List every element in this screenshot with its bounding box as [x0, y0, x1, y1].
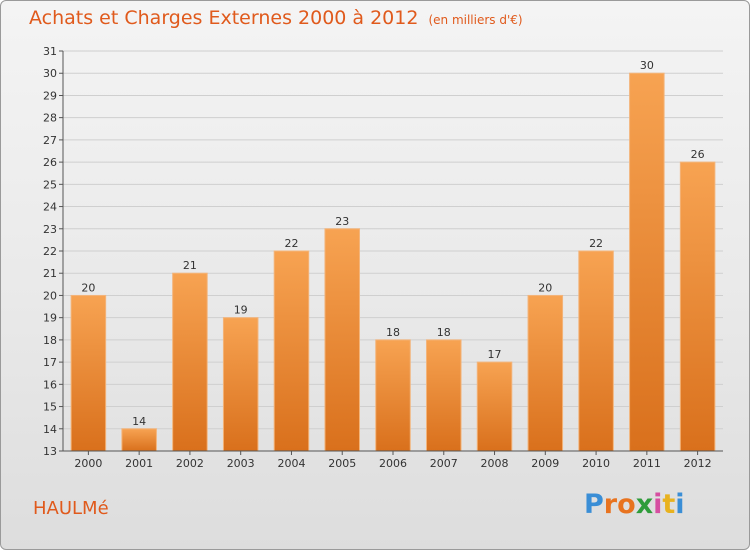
logo-letter: P: [584, 489, 604, 520]
y-tick-label: 27: [43, 134, 57, 147]
logo-letter: i: [653, 489, 663, 520]
x-tick-label: 2002: [176, 457, 204, 470]
logo-letter: o: [617, 489, 636, 520]
y-tick-label: 30: [43, 67, 57, 80]
logo-letter: t: [662, 489, 676, 520]
bar-2009: [527, 294, 564, 452]
x-tick-label: 2010: [582, 457, 610, 470]
bar-2010: [578, 250, 614, 452]
bar-value-label: 22: [589, 237, 603, 250]
bar-2004: [273, 250, 310, 452]
chart-unit: (en milliers d'€): [428, 13, 523, 27]
x-tick-label: 2012: [684, 457, 712, 470]
y-tick-label: 22: [43, 245, 57, 258]
y-tick-label: 29: [43, 89, 57, 102]
bar-value-label: 22: [284, 237, 298, 250]
logo-letter: x: [635, 489, 654, 520]
logo-letter: r: [603, 489, 618, 520]
proxiti-logo: Proxiti: [584, 489, 685, 520]
y-tick-label: 21: [43, 267, 57, 280]
y-tick-label: 25: [43, 178, 57, 191]
x-tick-label: 2005: [328, 457, 356, 470]
bar-2003: [222, 317, 259, 452]
bar-value-label: 30: [640, 59, 654, 72]
x-tick-label: 2000: [74, 457, 102, 470]
bar-2006: [375, 339, 411, 452]
bar-value-label: 20: [81, 281, 95, 294]
x-tick-label: 2008: [481, 457, 509, 470]
y-tick-label: 17: [43, 356, 57, 369]
bar-value-label: 14: [132, 415, 146, 428]
y-tick-label: 13: [43, 445, 57, 458]
bar-2000: [70, 294, 107, 452]
bar-2008: [476, 361, 513, 452]
x-tick-label: 2003: [227, 457, 255, 470]
bar-value-label: 21: [183, 259, 197, 272]
y-tick-label: 18: [43, 334, 57, 347]
y-tick-label: 20: [43, 289, 57, 302]
y-tick-label: 16: [43, 378, 57, 391]
bar-2005: [324, 228, 360, 452]
bar-value-label: 17: [488, 348, 502, 361]
bar-value-label: 18: [437, 326, 451, 339]
x-tick-label: 2011: [633, 457, 661, 470]
bar-2011: [629, 72, 665, 452]
y-tick-label: 28: [43, 112, 57, 125]
y-tick-label: 26: [43, 156, 57, 169]
x-tick-label: 2009: [531, 457, 559, 470]
bar-value-label: 18: [386, 326, 400, 339]
bar-value-label: 19: [234, 304, 248, 317]
bar-2007: [426, 339, 462, 452]
bar-value-label: 23: [335, 215, 349, 228]
bar-2012: [679, 161, 716, 452]
x-tick-label: 2007: [430, 457, 458, 470]
x-tick-label: 2004: [277, 457, 305, 470]
chart-title: Achats et Charges Externes 2000 à 2012 (e…: [29, 7, 523, 29]
y-tick-label: 19: [43, 312, 57, 325]
bar-2002: [172, 272, 208, 452]
y-tick-label: 14: [43, 423, 57, 436]
y-tick-label: 23: [43, 223, 57, 236]
logo-letter: i: [675, 489, 685, 520]
bar-value-label: 26: [691, 148, 705, 161]
bar-2001: [121, 428, 157, 452]
x-tick-label: 2006: [379, 457, 407, 470]
bar-value-label: 20: [538, 281, 552, 294]
commune-name: HAULMé: [33, 498, 109, 519]
x-tick-label: 2001: [125, 457, 153, 470]
y-tick-label: 15: [43, 401, 57, 414]
chart-title-text: Achats et Charges Externes 2000 à 2012: [29, 7, 419, 29]
y-tick-label: 31: [43, 45, 57, 58]
y-tick-label: 24: [43, 201, 57, 214]
